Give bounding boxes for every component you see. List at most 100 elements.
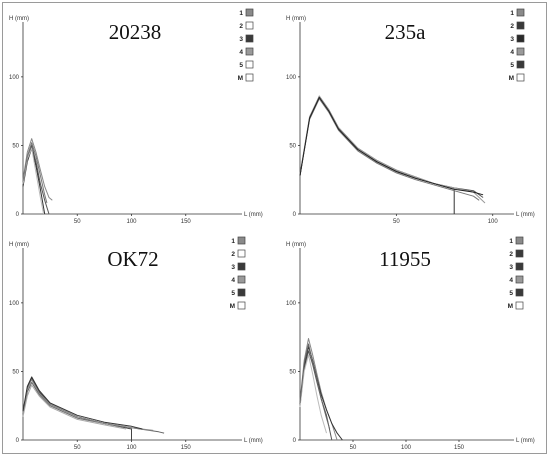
legend-swatch bbox=[245, 73, 254, 82]
legend-swatch bbox=[516, 47, 525, 56]
series-line-1 bbox=[299, 96, 455, 214]
legend-label: 1 bbox=[509, 238, 513, 245]
legend-swatch bbox=[515, 262, 524, 271]
x-tick-label: 150 bbox=[454, 445, 465, 451]
legend-label: 3 bbox=[510, 36, 514, 43]
legend-label: 5 bbox=[239, 62, 243, 69]
legend-swatch bbox=[515, 301, 524, 310]
legend-swatch bbox=[245, 8, 254, 17]
legend-label: 5 bbox=[231, 290, 235, 297]
y-tick-label: 0 bbox=[16, 438, 20, 444]
legend-label: 2 bbox=[510, 23, 514, 30]
y-tick-label: 0 bbox=[16, 212, 20, 218]
legend-label: M bbox=[230, 303, 235, 310]
y-axis-label: H (mm) bbox=[9, 242, 29, 248]
legend-swatch bbox=[515, 275, 524, 284]
legend-swatch bbox=[516, 73, 525, 82]
legend-label: M bbox=[509, 75, 514, 82]
legend-label: 1 bbox=[510, 10, 514, 17]
y-tick-label: 100 bbox=[9, 75, 20, 81]
x-tick-label: 50 bbox=[74, 445, 81, 451]
legend-swatch bbox=[245, 34, 254, 43]
legend-swatch bbox=[245, 60, 254, 69]
chart-panel-1: H (mm) L (mm) 0 50 100 50 100 150 20238 1 2 3 4 5 M bbox=[9, 8, 263, 225]
x-axis-label: L (mm) bbox=[516, 212, 535, 218]
legend-label: 2 bbox=[239, 23, 243, 30]
y-tick-label: 0 bbox=[293, 438, 297, 444]
x-tick-label: 150 bbox=[181, 219, 192, 225]
y-tick-label: 100 bbox=[9, 301, 20, 307]
legend-swatch bbox=[516, 21, 525, 30]
chart-panel-3: H (mm) L (mm) 0 50 100 50 100 150 OK72 1 2 3 4 5 M bbox=[9, 236, 263, 451]
series-line-4 bbox=[299, 354, 327, 434]
legend-label: 4 bbox=[509, 277, 513, 284]
legend-label: M bbox=[508, 303, 513, 310]
series-line-5 bbox=[22, 142, 48, 204]
legend-swatch bbox=[515, 288, 524, 297]
legend-swatch bbox=[515, 236, 524, 245]
chart-panel-4: H (mm) L (mm) 0 50 100 50 100 150 11955 1 2 3 4 5 M bbox=[286, 236, 535, 451]
x-tick-label: 50 bbox=[350, 445, 357, 451]
series-line-3 bbox=[299, 98, 480, 201]
y-axis-label: H (mm) bbox=[286, 16, 306, 22]
x-tick-label: 100 bbox=[488, 219, 499, 225]
chart-title: OK72 bbox=[107, 247, 158, 271]
series-line-5 bbox=[299, 96, 484, 196]
series-line-4 bbox=[22, 384, 127, 430]
legend-swatch bbox=[516, 34, 525, 43]
legend-swatch bbox=[237, 288, 246, 297]
legend-label: 3 bbox=[509, 264, 513, 271]
series-line-5 bbox=[22, 376, 143, 430]
y-tick-label: 50 bbox=[12, 369, 19, 375]
chart-title: 235a bbox=[385, 20, 427, 44]
series-line-3 bbox=[299, 346, 343, 441]
y-axis-label: H (mm) bbox=[9, 16, 29, 22]
legend-label: 4 bbox=[231, 277, 235, 284]
legend-label: 5 bbox=[510, 62, 514, 69]
chart-panel-2: H (mm) L (mm) 0 50 100 50 100 235a 1 2 3 4 5 M bbox=[286, 8, 535, 225]
y-tick-label: 100 bbox=[286, 75, 297, 81]
legend-swatch bbox=[245, 21, 254, 30]
legend-label: 2 bbox=[509, 251, 513, 258]
x-axis-label: L (mm) bbox=[244, 438, 263, 444]
legend-label: 3 bbox=[239, 36, 243, 43]
chart-title: 20238 bbox=[109, 20, 162, 44]
x-tick-label: 100 bbox=[401, 445, 412, 451]
x-tick-label: 100 bbox=[126, 219, 137, 225]
legend-label: M bbox=[238, 75, 243, 82]
y-tick-label: 0 bbox=[293, 212, 297, 218]
series-line-1 bbox=[299, 350, 333, 441]
x-tick-label: 150 bbox=[181, 445, 192, 451]
y-tick-label: 50 bbox=[289, 369, 296, 375]
legend-swatch bbox=[237, 301, 246, 310]
legend-swatch bbox=[516, 8, 525, 17]
series-line-2 bbox=[22, 138, 53, 201]
legend-swatch bbox=[515, 249, 524, 258]
series-line-5 bbox=[299, 343, 331, 430]
legend-swatch bbox=[237, 262, 246, 271]
legend-label: 4 bbox=[510, 49, 514, 56]
y-tick-label: 100 bbox=[286, 301, 297, 307]
series-line-4 bbox=[299, 95, 486, 204]
y-tick-label: 50 bbox=[12, 143, 19, 149]
x-tick-label: 50 bbox=[393, 219, 400, 225]
legend-swatch bbox=[237, 275, 246, 284]
y-tick-label: 50 bbox=[289, 143, 296, 149]
y-axis-label: H (mm) bbox=[286, 242, 306, 248]
legend-swatch bbox=[245, 47, 254, 56]
legend-swatch bbox=[516, 60, 525, 69]
x-tick-label: 50 bbox=[74, 219, 81, 225]
legend-label: 1 bbox=[231, 238, 235, 245]
series-line-3 bbox=[22, 379, 154, 431]
series-line-2 bbox=[22, 381, 165, 434]
chart-title: 11955 bbox=[379, 247, 431, 271]
legend-label: 1 bbox=[239, 10, 243, 17]
legend-label: 5 bbox=[509, 290, 513, 297]
legend-label: 3 bbox=[231, 264, 235, 271]
legend-label: 2 bbox=[231, 251, 235, 258]
x-axis-label: L (mm) bbox=[244, 212, 263, 218]
legend-swatch bbox=[237, 236, 246, 245]
legend-swatch bbox=[237, 249, 246, 258]
